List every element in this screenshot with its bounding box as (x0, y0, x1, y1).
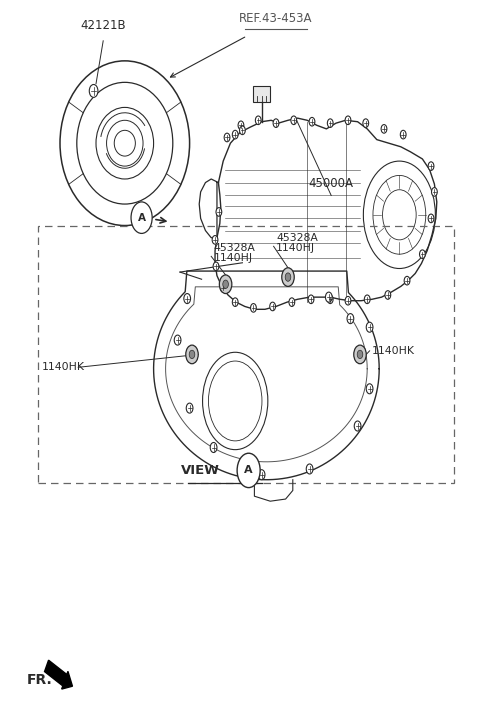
Circle shape (428, 214, 434, 223)
Circle shape (428, 162, 434, 170)
Circle shape (213, 262, 219, 271)
Circle shape (420, 250, 425, 258)
Text: A: A (244, 465, 253, 475)
Circle shape (189, 350, 195, 359)
Circle shape (354, 421, 361, 431)
FancyArrow shape (45, 660, 72, 689)
Circle shape (89, 84, 98, 97)
Circle shape (224, 133, 230, 142)
Text: 45000A: 45000A (309, 177, 354, 190)
Text: A: A (138, 213, 145, 223)
Circle shape (186, 403, 193, 413)
Text: REF.43-453A: REF.43-453A (239, 12, 313, 25)
Circle shape (291, 116, 297, 125)
Bar (38, 226, 454, 483)
Circle shape (357, 350, 363, 359)
Bar (253, 86, 270, 102)
Circle shape (255, 116, 261, 125)
Text: 42121B: 42121B (80, 19, 126, 32)
Circle shape (238, 121, 244, 130)
Circle shape (347, 314, 354, 324)
Circle shape (232, 130, 238, 139)
Circle shape (270, 302, 276, 311)
Text: 45328A: 45328A (276, 233, 318, 243)
Circle shape (258, 470, 265, 480)
Text: 1140HK: 1140HK (372, 346, 415, 356)
Circle shape (203, 352, 268, 450)
Circle shape (273, 119, 279, 127)
Circle shape (232, 298, 238, 306)
Circle shape (363, 119, 369, 127)
Text: 45328A: 45328A (214, 243, 255, 253)
Text: 1140HJ: 1140HJ (276, 243, 315, 253)
Circle shape (327, 295, 333, 304)
Circle shape (186, 345, 198, 364)
Circle shape (210, 442, 217, 453)
Text: FR.: FR. (26, 673, 52, 687)
Circle shape (308, 295, 314, 304)
Circle shape (285, 273, 291, 281)
Circle shape (345, 116, 351, 125)
Text: VIEW: VIEW (181, 464, 220, 477)
Circle shape (366, 384, 373, 394)
Circle shape (306, 464, 313, 474)
Circle shape (220, 284, 226, 292)
Circle shape (212, 236, 218, 244)
Circle shape (327, 119, 333, 127)
Circle shape (174, 335, 181, 345)
Circle shape (131, 202, 152, 233)
Text: 1140HK: 1140HK (42, 362, 85, 372)
Circle shape (237, 453, 260, 488)
Circle shape (354, 345, 366, 364)
Circle shape (251, 304, 256, 312)
Circle shape (325, 292, 332, 302)
Circle shape (282, 268, 294, 286)
Circle shape (345, 296, 351, 305)
Circle shape (309, 117, 315, 126)
Circle shape (366, 322, 373, 332)
Circle shape (223, 280, 228, 289)
Circle shape (240, 126, 245, 135)
Circle shape (219, 275, 232, 294)
Circle shape (400, 130, 406, 139)
Circle shape (432, 188, 437, 196)
Text: 1140HJ: 1140HJ (214, 253, 253, 263)
Circle shape (216, 208, 222, 216)
Circle shape (385, 291, 391, 299)
Circle shape (364, 295, 370, 304)
Circle shape (381, 125, 387, 133)
Circle shape (404, 276, 410, 285)
Circle shape (289, 298, 295, 306)
Circle shape (184, 294, 191, 304)
